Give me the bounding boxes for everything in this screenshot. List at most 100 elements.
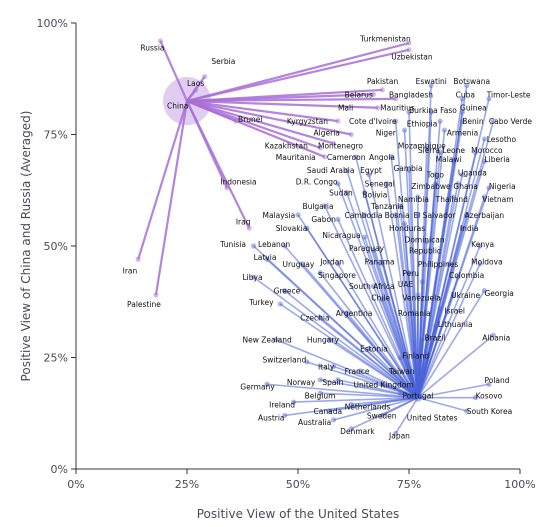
connector-line-iraq [186,100,251,229]
connector-line-thailand [417,196,455,398]
label-philippines: Philippines [418,260,459,269]
connector-line-panama [381,263,419,398]
point-spain [335,377,341,383]
connector-line-germany [266,383,418,399]
connector-line-palestine [154,100,189,296]
label-republic: Republic [409,246,441,255]
country-labels-layer: Russia Serbia Laos China Brunei Indonesia Iraq… [123,35,533,441]
label-uae: UAE [398,280,414,289]
point-ghana [455,180,461,187]
label-moldova: Moldova [471,258,503,267]
point-argentina [344,310,350,316]
label-brazil: Brazil [425,333,446,342]
point-switzerland [304,359,310,365]
label-nigeria: Nigeria [489,182,516,191]
label-el-salvador: El Salvador [413,211,456,220]
label-tunisia: Tunisia [219,240,246,249]
label-united-kingdom: United Kingdom [354,380,414,389]
connector-line-montenegro [186,99,334,145]
point-malaysia [295,212,301,218]
connector-line-malawi [417,161,455,398]
point-lebanon [282,243,288,249]
label-denmark: Denmark [340,427,375,436]
point-philippines [446,261,452,267]
point-palestine [153,292,159,298]
point-taiwan [388,368,394,374]
label-switzerland: Switzerland [262,356,306,365]
label-china: China [167,102,188,111]
label-burkina-faso: Burkina Faso [409,106,457,115]
label-new-zealand: New Zealand [243,336,293,345]
tick-labels-layer: 0% 25% 50% 75% 100% 0% 25% 50% 75% 100% [37,17,536,491]
point-montenegro [330,140,337,147]
point-namibia [415,194,421,200]
connector-line-ireland [293,396,418,403]
point-egypt [366,172,372,178]
connector-line-south-korea [417,396,467,412]
point-hungary [326,337,332,343]
point-togo [433,172,439,178]
point-cameroon [353,154,359,160]
label-mauritius: Mauritius [380,104,415,113]
point-sweden [379,412,385,419]
x-tick-label: 0% [67,478,84,491]
point-denmark [348,426,354,432]
label-norway: Norway [287,378,316,387]
label-senegal: Senegal [365,180,395,189]
point-colombia [455,274,461,280]
label-slovakia: Slovakia [276,224,308,233]
label-india: India [460,224,478,233]
connector-line-canada [328,396,418,412]
connector-line-chile [381,299,419,398]
point-greece [282,288,288,294]
label-cambodia: Cambodia [345,211,383,220]
point-bolivia [362,189,368,196]
point-belarus [370,91,377,97]
point-venezuela [415,292,421,298]
label-belgium: Belgium [305,391,336,400]
label-ukraine: Ukraine [451,291,480,300]
points-layer [135,38,496,436]
label-estonia: Estonia [360,345,388,354]
point-botswana [464,82,470,89]
label-colombia: Colombia [449,271,484,280]
point-czechia [317,314,323,320]
label-cuba: Cuba [456,90,475,99]
label-georgia: Georgia [484,289,513,298]
point-uae [419,279,425,285]
point-turkey [277,301,283,307]
point-mozambique [424,145,430,151]
label-kosovo: Kosovo [476,391,503,400]
label-eswatini: Eswatini [416,77,447,86]
point-mali [375,105,381,111]
point-china-hub [163,77,211,126]
connector-line-czechia [319,316,419,399]
point-gabon [335,216,341,222]
label-cameroon: Cameroon [327,153,366,162]
label-poland: Poland [484,376,509,385]
label-brunei: Brunei [238,115,262,124]
connector-line-jordan [337,263,419,399]
point-honduras [401,221,408,227]
point-netherlands [348,401,354,407]
point-mauritania [322,154,328,160]
point-cabo-verde [490,118,496,124]
point-germany [264,381,270,387]
point-ukraine [450,292,456,298]
point-laos [193,87,199,93]
label-niger: Niger [376,128,397,137]
point-thailand [450,194,456,200]
label-timor-leste: Timor-Leste [486,90,531,99]
label-panama: Panama [365,258,395,267]
label-palestine: Palestine [127,300,161,309]
label-italy: Italy [318,362,335,371]
connector-line-denmark [350,396,419,430]
point-slovakia [304,225,310,231]
label-finland: Finland [402,351,429,360]
connector-line-switzerland [306,361,419,399]
label-peru: Peru [402,269,419,278]
point-jordan [335,261,341,267]
label-south-africa: South Africa [349,282,395,291]
point-d-r-congo [335,180,341,187]
y-tick-label: 75% [44,129,68,142]
